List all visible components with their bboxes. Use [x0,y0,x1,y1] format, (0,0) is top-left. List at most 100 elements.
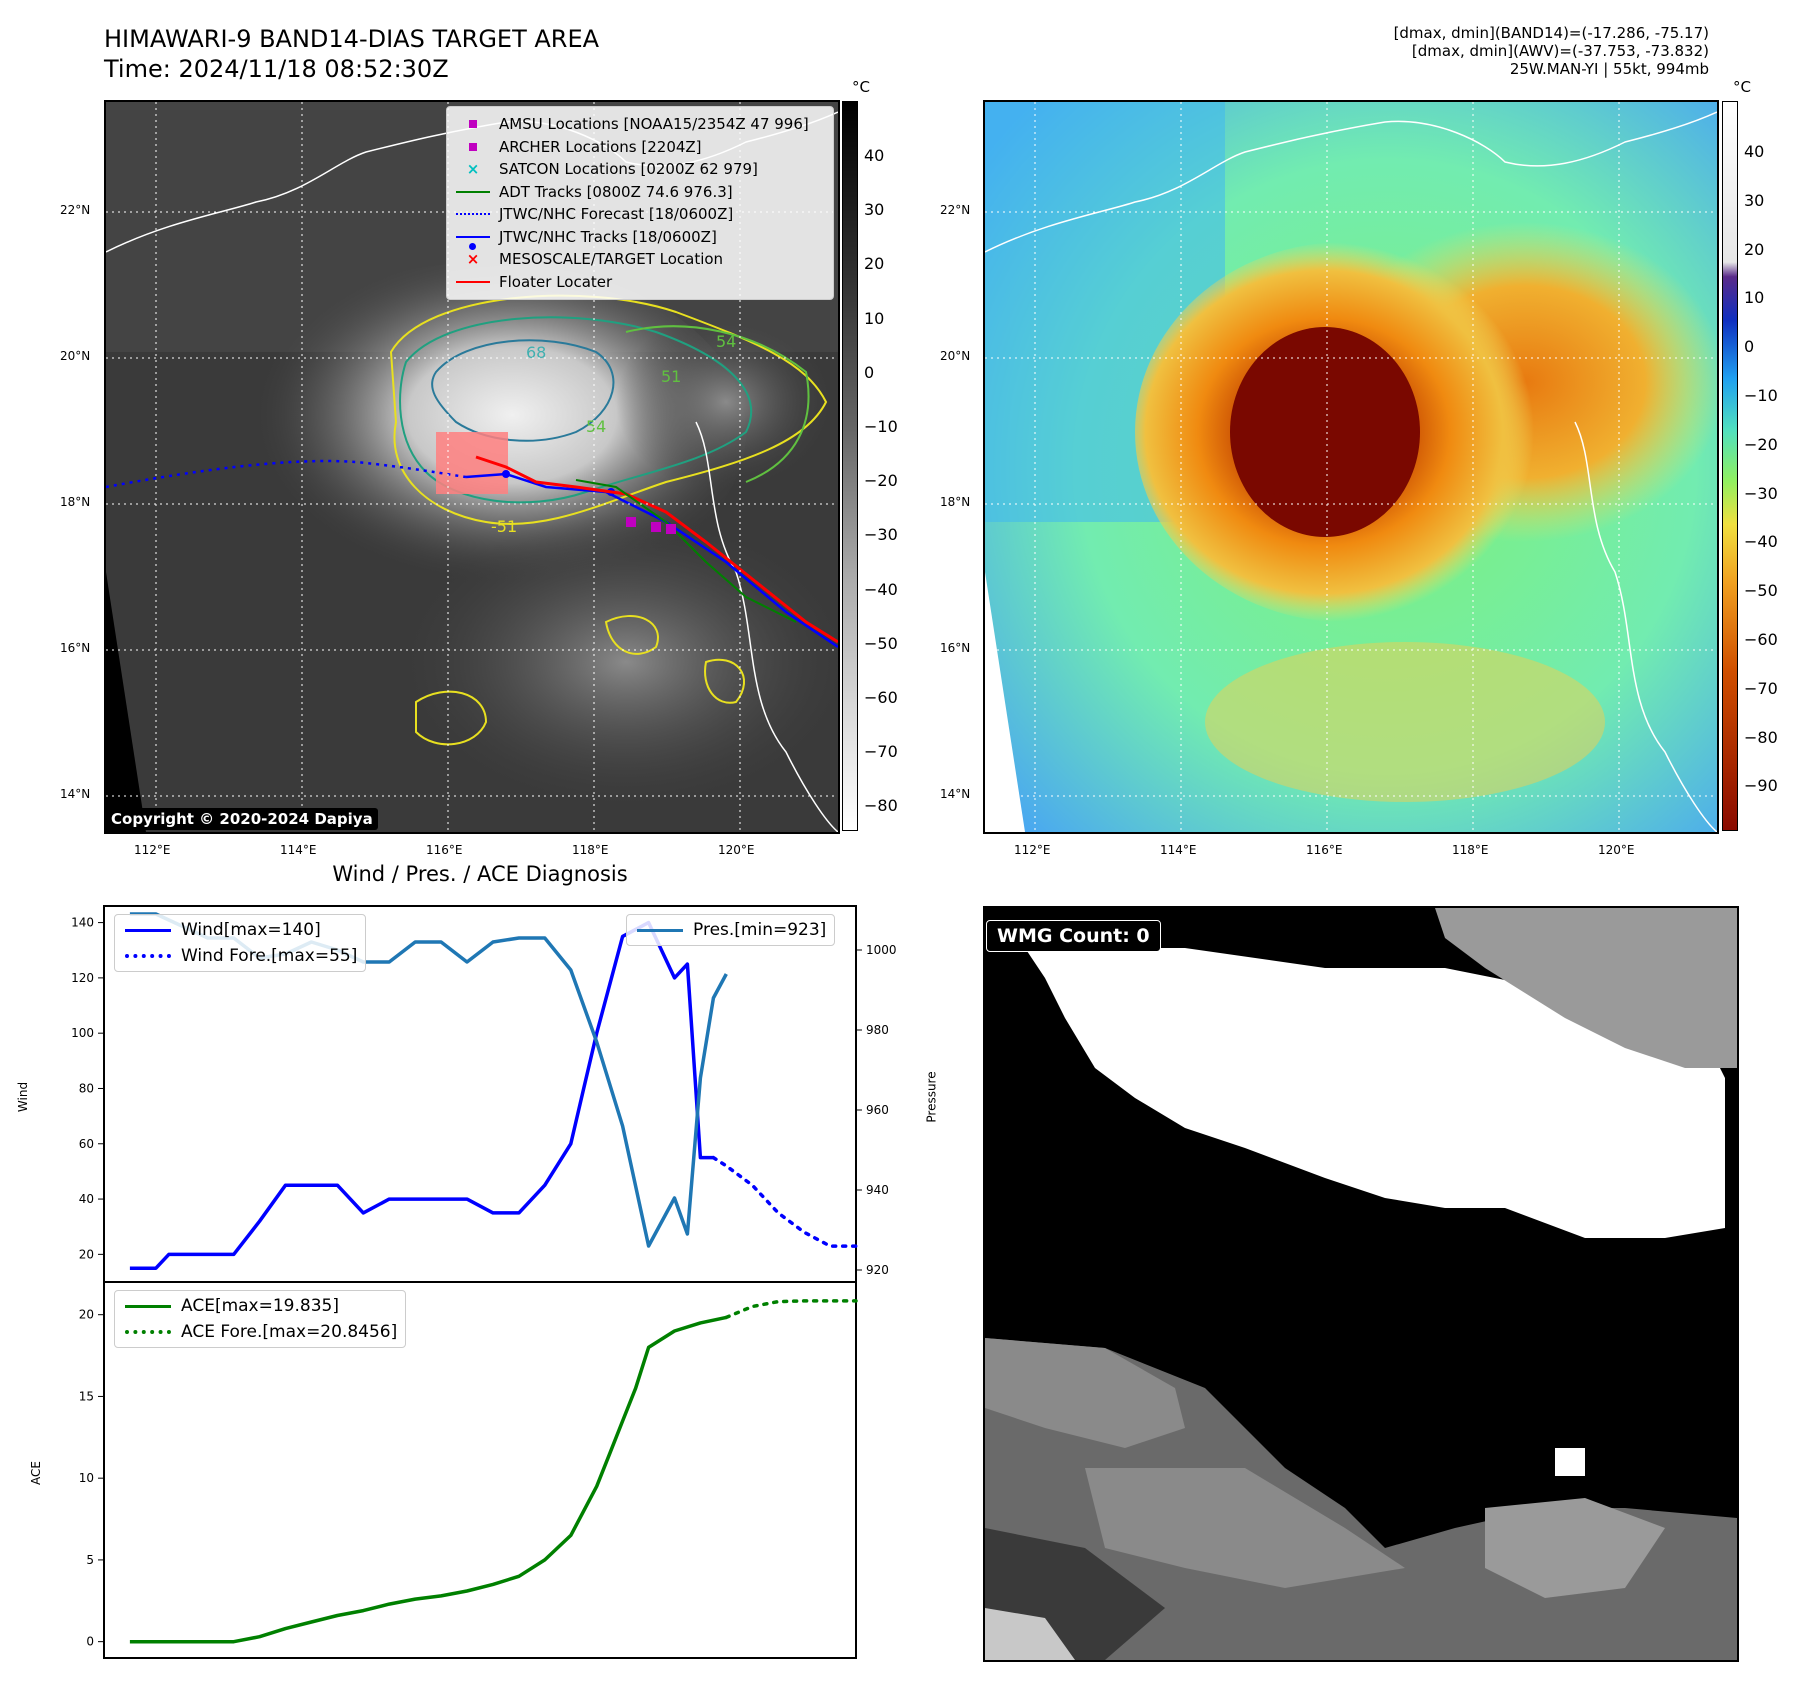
legend-line-icon [456,190,490,193]
svg-text:-51: -51 [491,517,517,536]
svg-text:54: 54 [586,417,606,436]
lon-label: 116°E [426,843,463,857]
legend-line-icon [125,1304,171,1308]
colorbar-tick: −40 [864,579,898,599]
colorbar-tick: −50 [1744,581,1778,601]
legend-x-icon: × [466,160,480,179]
colorbar-tick: 20 [864,254,885,274]
lat-label: 20°N [940,349,971,363]
colorbar-tick: −90 [1744,776,1778,796]
ace-legend: ACE[max=19.835] ACE Fore.[max=20.8456] [114,1290,407,1348]
lat-label: 14°N [940,787,971,801]
y2-tick-label: 940 [866,1183,889,1197]
colorbar-tick: −80 [1744,727,1778,747]
series-line-wind-fore- [711,1155,858,1248]
legend-line-icon [125,928,171,932]
legend-x-icon: × [466,250,480,269]
y-tick-label: 0 [86,1635,94,1649]
y-tick-label: 20 [79,1308,94,1322]
info-awv: [dmax, dmin](AWV)=(-37.753, -73.832) [1411,42,1709,60]
legend-item-wind-forecast: Wind Fore.[max=55] [123,943,357,969]
colorbar-tick: 0 [1744,337,1755,357]
lon-label: 116°E [1306,843,1343,857]
y2-tick-label: 980 [866,1023,889,1037]
colorbar-tick: 30 [1744,190,1765,210]
lat-label: 18°N [60,495,91,509]
colorbar-right [1722,101,1738,831]
colorbar-tick: −60 [864,688,898,707]
colorbar-tick: −10 [864,417,898,436]
colorbar-tick: 40 [864,146,885,165]
contour-inner [431,339,615,442]
chart-title: HIMAWARI-9 BAND14-DIAS TARGET AREA [104,25,600,53]
lat-label: 22°N [60,203,91,217]
colorbar-tick: −70 [1744,678,1778,698]
legend-square-icon [469,142,477,151]
pressure-legend: Pres.[min=923] [626,914,836,946]
lon-label: 120°E [718,843,755,857]
wmg-count-badge: WMG Count: 0 [986,920,1161,952]
lon-label: 112°E [1014,843,1051,857]
lat-label: 14°N [60,787,91,801]
legend-dotted-icon [456,213,490,216]
chart-time: Time: 2024/11/18 08:52:30Z [104,55,449,83]
adt-track [575,479,797,623]
colorbar-tick: −20 [864,471,898,491]
colorbar-tick: 0 [864,362,875,382]
y-tick-label: 15 [79,1389,94,1403]
legend-item-amsu: AMSU Locations [NOAA15/2354Z 47 996] [455,113,825,136]
lat-label: 16°N [940,641,971,655]
legend-item-adt: ADT Tracks [0800Z 74.6 976.3] [455,181,825,204]
wmg-panel [983,906,1739,1662]
wind-legend: Wind[max=140] Wind Fore.[max=55] [114,914,367,972]
colorbar-tick: −40 [1744,532,1778,552]
legend-item-satcon: × SATCON Locations [0200Z 62 979] [455,158,825,181]
y-tick-label: 5 [86,1553,94,1567]
info-storm: 25W.MAN-YI | 55kt, 994mb [1509,60,1709,78]
colorbar-tick: 10 [1744,288,1765,308]
lon-label: 114°E [280,843,317,857]
legend-dotted-icon [125,954,171,958]
lon-label: 118°E [572,843,609,857]
lat-label: 16°N [60,641,91,655]
series-line-ace [129,1315,727,1644]
y-tick-label: 40 [79,1192,94,1206]
lat-label: 18°N [940,495,971,509]
lat-label: 22°N [940,203,971,217]
y-tick-label: 60 [79,1137,94,1151]
pressure-axis-label: Pressure [924,1071,939,1123]
y2-tick-label: 960 [866,1103,889,1117]
legend-item-mesoscale: × MESOSCALE/TARGET Location [455,248,825,271]
svg-text:54: 54 [716,332,736,351]
legend-item-ace: ACE[max=19.835] [123,1293,397,1319]
colorbar-left [842,101,858,831]
map-legend: AMSU Locations [NOAA15/2354Z 47 996] ARC… [446,106,834,300]
legend-item-jtwc-forecast: JTWC/NHC Forecast [18/0600Z] [455,203,825,226]
series-line-ace-fore- [724,1299,858,1320]
lon-label: 112°E [134,843,171,857]
wind-axis-label: Wind [16,1081,31,1113]
legend-item-ace-forecast: ACE Fore.[max=20.8456] [123,1319,397,1345]
colorbar-tick: −70 [864,742,898,762]
lon-label: 114°E [1160,843,1197,857]
jtwc-forecast-track [106,459,467,489]
y-tick-label: 20 [79,1247,94,1261]
lat-label: 20°N [60,349,91,363]
legend-item-jtwc-tracks: JTWC/NHC Tracks [18/0600Z] [455,226,825,250]
legend-line-icon [637,928,683,932]
y-tick-label: 140 [71,916,94,930]
legend-dotted-icon [125,1330,171,1334]
colorbar-right-unit: °C [1733,78,1751,96]
colorbar-tick: −20 [1744,434,1778,454]
legend-item-floater: Floater Locater [455,271,825,294]
colorbar-left-unit: °C [852,78,870,96]
colorbar-tick: 20 [1744,239,1765,259]
ace-axis-label: ACE [28,1461,43,1485]
y2-tick-label: 920 [866,1263,889,1277]
series-line-wind [129,920,714,1270]
legend-linedot-icon [455,235,491,250]
info-band14: [dmax, dmin](BAND14)=(-17.286, -75.17) [1393,24,1709,42]
jtwc-track [465,472,838,649]
y-tick-label: 120 [71,971,94,985]
colorbar-tick: −30 [864,525,898,545]
